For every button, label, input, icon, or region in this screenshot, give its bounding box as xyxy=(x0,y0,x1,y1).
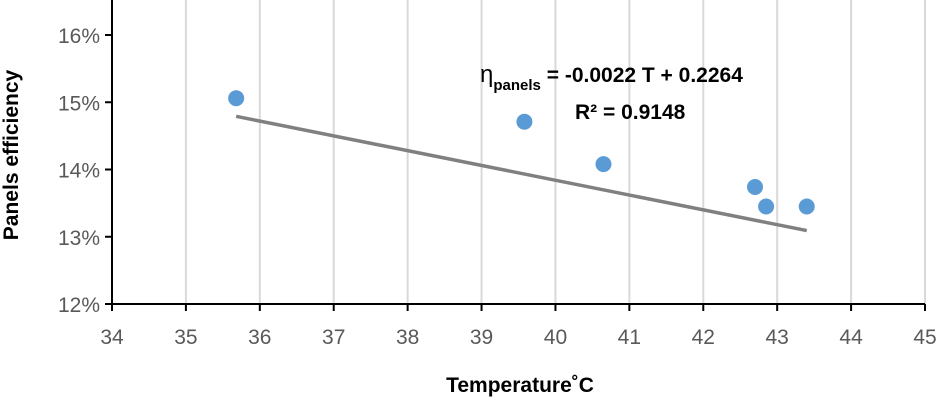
svg-text:ηpanels = -0.0022 T + 0.2264: ηpanels = -0.0022 T + 0.2264 xyxy=(480,61,743,94)
x-tick-label: 44 xyxy=(839,326,863,349)
data-point xyxy=(758,198,775,215)
data-point xyxy=(516,113,533,130)
x-axis: 34 35 36 37 38 39 40 41 42 43 44 45 xyxy=(100,303,937,349)
data-point xyxy=(595,156,612,173)
x-tick-label: 42 xyxy=(692,326,715,349)
x-tick-label: 45 xyxy=(913,326,936,349)
y-axis: 12% 13% 14% 15% 16% xyxy=(58,0,113,317)
data-point xyxy=(228,90,245,107)
data-point xyxy=(798,198,815,215)
y-axis-title: Panels efficiency xyxy=(0,69,23,240)
r-squared-label: R² = 0.9148 xyxy=(575,101,686,124)
x-axis-title: Temperature˚C xyxy=(446,374,594,397)
x-tick-label: 38 xyxy=(396,326,419,349)
eta-symbol: η xyxy=(480,61,493,88)
y-tick-label: 15% xyxy=(58,92,100,115)
x-tick-label: 43 xyxy=(766,326,789,349)
x-tick-label: 36 xyxy=(248,326,271,349)
y-tick-label: 14% xyxy=(58,160,100,183)
x-tick-label: 37 xyxy=(322,326,345,349)
x-tick-label: 41 xyxy=(618,326,641,349)
x-tick-label: 40 xyxy=(544,326,567,349)
eta-subscript: panels xyxy=(493,77,541,94)
x-tick-label: 35 xyxy=(174,326,197,349)
data-point xyxy=(747,178,764,195)
y-tick-label: 16% xyxy=(58,25,100,48)
y-tick-label: 12% xyxy=(58,294,100,317)
x-tick-label: 39 xyxy=(470,326,493,349)
equation-text: = -0.0022 T + 0.2264 xyxy=(541,64,743,87)
trendline-equation: ηpanels = -0.0022 T + 0.2264 R² = 0.9148 xyxy=(480,61,743,124)
trendline xyxy=(235,114,808,233)
y-tick-label: 13% xyxy=(58,227,100,250)
x-tick-label: 34 xyxy=(100,326,124,349)
data-points xyxy=(228,90,815,215)
grid xyxy=(184,0,926,304)
trendline-group xyxy=(235,114,808,233)
